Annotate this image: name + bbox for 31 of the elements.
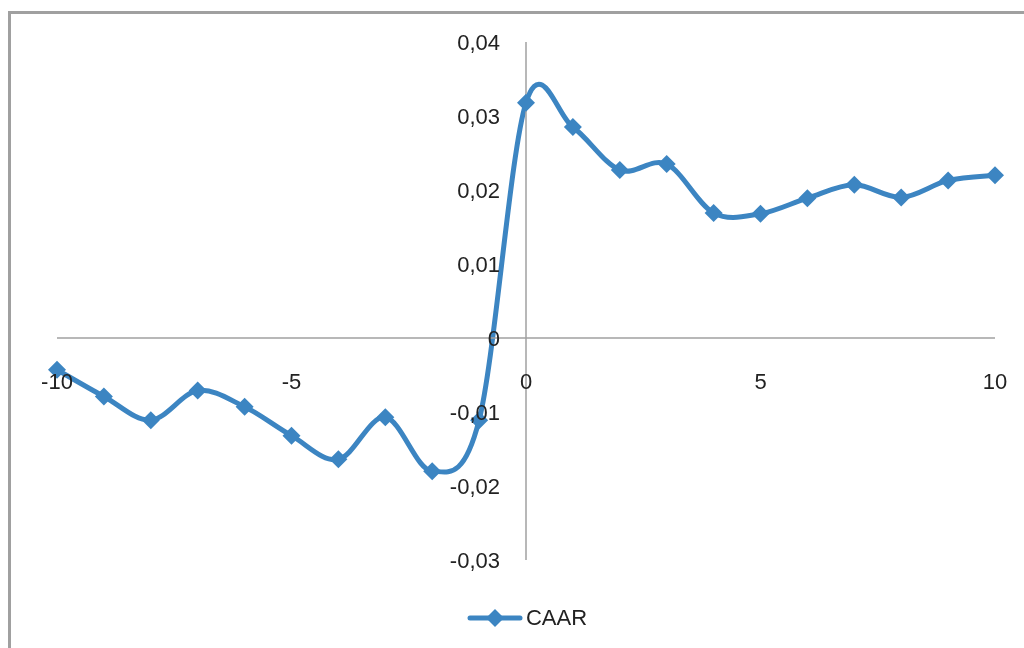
y-tick-label: -0,02 (449, 473, 500, 499)
point (563, 118, 582, 137)
point (376, 408, 395, 427)
point (845, 175, 864, 194)
x-tick-label: -10 (41, 368, 73, 394)
y-tick-label: 0,04 (457, 29, 500, 55)
x-tick-label: 5 (754, 368, 767, 394)
point (423, 462, 442, 481)
y-tick-label: 0,03 (457, 103, 500, 129)
point (657, 155, 676, 174)
point (892, 188, 911, 207)
point (798, 189, 817, 208)
point (704, 203, 723, 222)
point (235, 397, 254, 416)
x-tick-label: -5 (281, 368, 302, 394)
point (751, 204, 770, 223)
y-tick-label: 0,02 (457, 177, 500, 203)
point (282, 426, 301, 445)
point (610, 161, 629, 180)
point (94, 387, 113, 406)
y-tick-label: 0,01 (457, 251, 500, 277)
point (517, 93, 535, 112)
point (986, 166, 1004, 185)
x-tick-label: 0 (519, 368, 533, 394)
point (329, 450, 348, 469)
y-tick-label: -0,03 (449, 547, 500, 573)
point (939, 171, 958, 190)
x-tick-label: 10 (982, 368, 1008, 394)
y-tick-label: 0 (487, 325, 500, 351)
point (141, 411, 160, 430)
legend-label: CAAR (525, 605, 588, 631)
